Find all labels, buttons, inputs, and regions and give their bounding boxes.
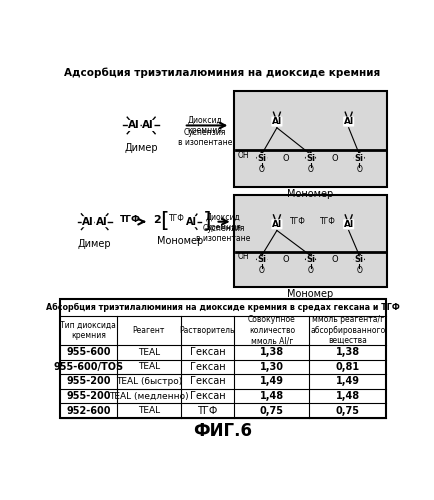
Text: 1,38: 1,38 <box>335 347 359 357</box>
Text: 1,38: 1,38 <box>259 347 283 357</box>
Text: Суспензия
в изопентане: Суспензия в изопентане <box>196 224 250 244</box>
Text: Диоксид
кремния: Диоксид кремния <box>205 212 240 232</box>
Text: Al: Al <box>343 117 353 126</box>
Text: Тип диоксида
кремния: Тип диоксида кремния <box>60 320 116 340</box>
Text: Si: Si <box>305 154 314 162</box>
Text: O: O <box>258 266 264 275</box>
Text: Реагент: Реагент <box>132 326 164 335</box>
Text: Si: Si <box>305 255 314 264</box>
Text: O: O <box>355 165 362 174</box>
Text: Si: Si <box>354 154 363 162</box>
Text: OH: OH <box>237 151 249 160</box>
Text: Al: Al <box>82 216 94 226</box>
Text: TEAL (медленно): TEAL (медленно) <box>108 392 188 400</box>
Text: O: O <box>282 154 289 162</box>
Text: [: [ <box>160 211 169 231</box>
Text: Димер: Димер <box>78 240 111 250</box>
Text: Гексан: Гексан <box>189 391 225 401</box>
Text: Al: Al <box>271 117 281 126</box>
Text: Si: Si <box>256 154 266 162</box>
Text: O: O <box>355 266 362 275</box>
Text: Димер: Димер <box>124 143 158 153</box>
Text: ТГФ: ТГФ <box>197 406 217 415</box>
Text: 1,49: 1,49 <box>259 376 283 386</box>
Text: Al: Al <box>343 220 353 229</box>
Text: ]: ] <box>203 211 211 231</box>
Text: Растворитель: Растворитель <box>179 326 235 335</box>
Text: Мономер: Мономер <box>287 290 333 300</box>
Text: 955-200: 955-200 <box>66 391 110 401</box>
Text: TEAL: TEAL <box>137 348 159 356</box>
Text: TEAL: TEAL <box>137 362 159 372</box>
Text: O: O <box>258 165 264 174</box>
Text: Al: Al <box>271 220 281 229</box>
Text: Совокупное
количество
ммоль Al/г: Совокупное количество ммоль Al/г <box>247 316 295 345</box>
Text: O: O <box>331 255 338 264</box>
Text: O: O <box>331 154 338 162</box>
Text: Адсорбция триэтилалюминия на диоксиде кремния: Адсорбция триэтилалюминия на диоксиде кр… <box>64 68 380 78</box>
Text: Диоксид
кремния: Диоксид кремния <box>187 116 222 135</box>
Text: 955-200: 955-200 <box>66 376 110 386</box>
Text: 1,48: 1,48 <box>335 391 359 401</box>
Text: TEAL: TEAL <box>137 406 159 415</box>
Text: Гексан: Гексан <box>189 347 225 357</box>
Bar <box>233 91 386 187</box>
Text: 1,49: 1,49 <box>335 376 359 386</box>
Text: Гексан: Гексан <box>189 362 225 372</box>
Text: Si: Si <box>256 255 266 264</box>
Text: 0,75: 0,75 <box>335 406 359 415</box>
Text: 952-600: 952-600 <box>66 406 110 415</box>
Text: ТГФ: ТГФ <box>319 216 335 226</box>
Text: O: O <box>307 165 313 174</box>
Text: 955-600/TOS: 955-600/TOS <box>53 362 123 372</box>
Text: Абсорбция триэтилалюминия на диоксиде кремния в средах гексана и ТГФ: Абсорбция триэтилалюминия на диоксиде кр… <box>46 302 399 312</box>
Text: O: O <box>307 266 313 275</box>
Bar <box>233 194 386 287</box>
Text: Al: Al <box>186 216 197 226</box>
Text: O: O <box>282 255 289 264</box>
Text: 0,75: 0,75 <box>259 406 283 415</box>
Text: ТГФ: ТГФ <box>169 214 184 223</box>
Text: Al: Al <box>128 120 140 130</box>
Bar <box>59 298 385 418</box>
Text: ТГФ: ТГФ <box>119 215 141 224</box>
Text: 0,81: 0,81 <box>335 362 359 372</box>
Text: Гексан: Гексан <box>189 376 225 386</box>
Text: 2: 2 <box>153 215 161 225</box>
Text: ммоль реагента/г
абсорбированного
вещества: ммоль реагента/г абсорбированного вещест… <box>309 316 385 345</box>
Text: ФИГ.6: ФИГ.6 <box>193 422 251 440</box>
Text: OH: OH <box>237 252 249 261</box>
Text: Si: Si <box>354 255 363 264</box>
Text: Суспензия
в изопентане: Суспензия в изопентане <box>177 128 231 147</box>
Text: 1,30: 1,30 <box>259 362 283 372</box>
Text: Мономер: Мономер <box>287 190 333 200</box>
Text: Al: Al <box>142 120 154 130</box>
Text: TEAL (быстро): TEAL (быстро) <box>115 377 181 386</box>
Text: 1,48: 1,48 <box>259 391 283 401</box>
Text: Мономер: Мономер <box>156 236 203 246</box>
Text: 955-600: 955-600 <box>66 347 110 357</box>
Text: Al: Al <box>95 216 107 226</box>
Text: ТГФ: ТГФ <box>289 216 305 226</box>
